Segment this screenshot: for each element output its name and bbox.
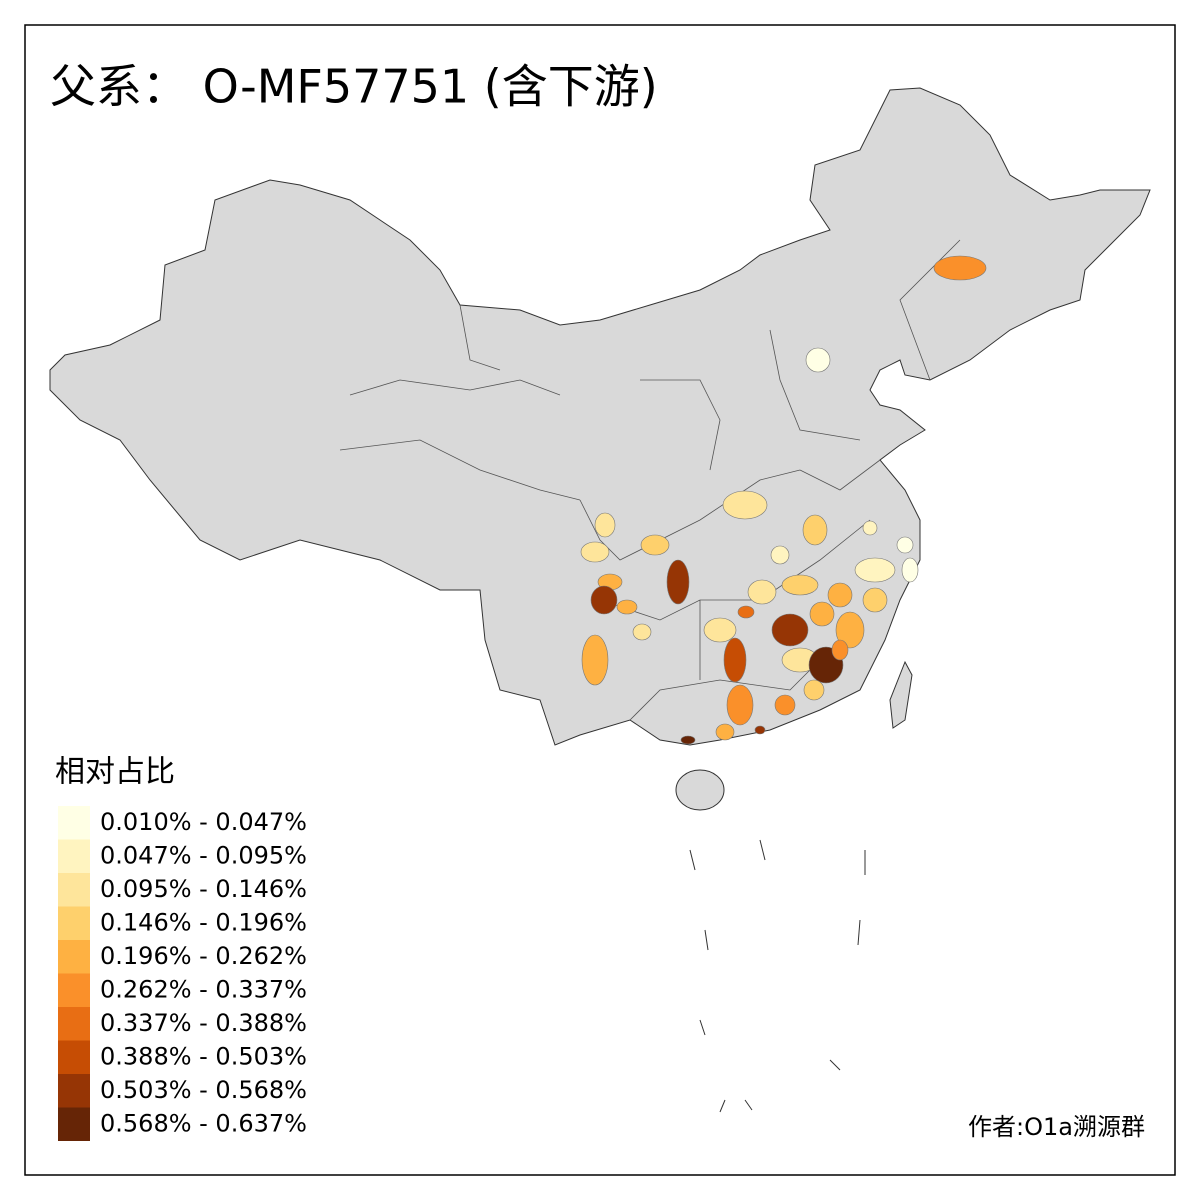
legend-label: 0.262% - 0.337% [100, 976, 307, 1004]
region [805, 347, 831, 373]
region [581, 634, 609, 686]
legend-swatch [58, 940, 90, 974]
region [726, 684, 754, 726]
region [901, 557, 919, 583]
legend-swatch [58, 1040, 90, 1074]
region [754, 725, 766, 735]
region [835, 611, 865, 649]
hainan [675, 769, 725, 811]
islands [689, 839, 866, 1113]
regions [580, 255, 987, 745]
legend-label: 0.146% - 0.196% [100, 909, 307, 937]
region [933, 255, 987, 281]
region [827, 582, 853, 608]
legend-swatch [58, 806, 90, 840]
region [722, 490, 768, 520]
region [703, 617, 737, 643]
region [594, 512, 616, 538]
region [831, 639, 849, 661]
region [737, 605, 755, 619]
taiwan [889, 660, 913, 729]
region [771, 613, 809, 647]
region [590, 585, 618, 615]
title: 父系： O-MF57751 (含下游) [50, 60, 658, 114]
legend-swatch [58, 1074, 90, 1108]
region [774, 694, 796, 716]
legend-label: 0.095% - 0.146% [100, 875, 307, 903]
legend-label: 0.337% - 0.388% [100, 1009, 307, 1037]
region [896, 536, 914, 554]
legend-label: 0.196% - 0.262% [100, 942, 307, 970]
legend-label: 0.503% - 0.568% [100, 1076, 307, 1104]
region [640, 534, 670, 556]
region [862, 587, 888, 613]
legend-title: 相对占比 [55, 755, 175, 790]
legend-swatch [58, 839, 90, 873]
region [580, 541, 610, 563]
credit: 作者:O1a溯源群 [968, 1113, 1145, 1141]
legend: 0.010% - 0.047% 0.047% - 0.095% 0.095% - 0… [58, 806, 307, 1141]
region [781, 574, 819, 596]
region [632, 623, 652, 641]
region [854, 557, 896, 583]
region [747, 579, 777, 605]
legend-swatch [58, 1107, 90, 1141]
legend-swatch [58, 906, 90, 940]
legend-label: 0.568% - 0.637% [100, 1110, 307, 1138]
legend-swatch [58, 873, 90, 907]
region [802, 514, 828, 546]
region [723, 637, 747, 683]
region [666, 559, 690, 605]
legend-label: 0.010% - 0.047% [100, 808, 307, 836]
legend-label: 0.388% - 0.503% [100, 1043, 307, 1071]
region [809, 601, 835, 627]
legend-swatch [58, 1007, 90, 1041]
region [803, 679, 825, 701]
region [680, 735, 696, 745]
legend-swatch [58, 973, 90, 1007]
region [616, 599, 638, 615]
region [715, 723, 735, 741]
region [770, 545, 790, 565]
legend-label: 0.047% - 0.095% [100, 842, 307, 870]
region [862, 520, 878, 536]
